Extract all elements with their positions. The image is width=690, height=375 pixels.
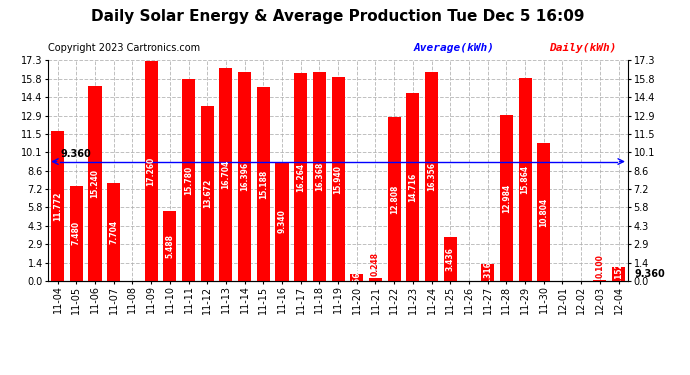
Bar [351, 274, 364, 281]
Text: 15.188: 15.188 [259, 170, 268, 199]
Text: 15.940: 15.940 [333, 165, 343, 194]
Bar [425, 72, 438, 281]
Text: 7.480: 7.480 [72, 221, 81, 246]
Text: 3.436: 3.436 [446, 248, 455, 271]
Text: 15.780: 15.780 [184, 166, 193, 195]
Text: 17.260: 17.260 [147, 156, 156, 186]
Text: Daily Solar Energy & Average Production Tue Dec 5 16:09: Daily Solar Energy & Average Production … [91, 9, 585, 24]
Text: 15.864: 15.864 [520, 165, 529, 194]
Text: Copyright 2023 Cartronics.com: Copyright 2023 Cartronics.com [48, 43, 200, 53]
Text: 12.984: 12.984 [502, 184, 511, 213]
Bar [51, 131, 64, 281]
Bar [182, 80, 195, 281]
Text: 7.704: 7.704 [109, 220, 118, 244]
Bar [444, 237, 457, 281]
Bar [107, 183, 120, 281]
Text: 5.488: 5.488 [166, 234, 175, 258]
Text: Average(kWh): Average(kWh) [414, 43, 495, 53]
Text: 9.360: 9.360 [61, 149, 91, 159]
Bar [219, 68, 233, 281]
Text: 13.672: 13.672 [203, 179, 212, 209]
Text: 9.360: 9.360 [635, 269, 666, 279]
Text: 0.100: 0.100 [595, 254, 604, 278]
Text: 16.704: 16.704 [221, 160, 230, 189]
Bar [88, 86, 101, 281]
Text: 16.356: 16.356 [427, 162, 436, 191]
Bar [164, 211, 177, 281]
Text: 1.152: 1.152 [614, 262, 623, 286]
Text: 12.808: 12.808 [390, 184, 399, 214]
Bar [518, 78, 531, 281]
Bar [593, 280, 607, 281]
Text: 9.340: 9.340 [277, 210, 286, 234]
Text: 0.568: 0.568 [353, 266, 362, 290]
Bar [612, 267, 625, 281]
Bar [201, 106, 214, 281]
Bar [257, 87, 270, 281]
Bar [369, 278, 382, 281]
Text: 16.264: 16.264 [296, 163, 305, 192]
Bar [388, 117, 401, 281]
Text: 10.804: 10.804 [540, 198, 549, 227]
Bar [294, 73, 307, 281]
Bar [313, 72, 326, 281]
Bar [332, 77, 344, 281]
Text: Daily(kWh): Daily(kWh) [549, 43, 616, 53]
Bar [481, 264, 494, 281]
Text: 16.368: 16.368 [315, 162, 324, 191]
Bar [238, 72, 251, 281]
Bar [70, 186, 83, 281]
Bar [275, 162, 288, 281]
Bar [538, 143, 551, 281]
Text: 11.772: 11.772 [53, 191, 62, 220]
Text: 15.240: 15.240 [90, 169, 99, 198]
Bar [406, 93, 420, 281]
Text: 0.248: 0.248 [371, 252, 380, 276]
Text: 16.396: 16.396 [240, 162, 249, 191]
Text: 14.716: 14.716 [408, 172, 417, 202]
Bar [500, 115, 513, 281]
Text: 1.316: 1.316 [483, 261, 492, 285]
Bar [145, 60, 158, 281]
